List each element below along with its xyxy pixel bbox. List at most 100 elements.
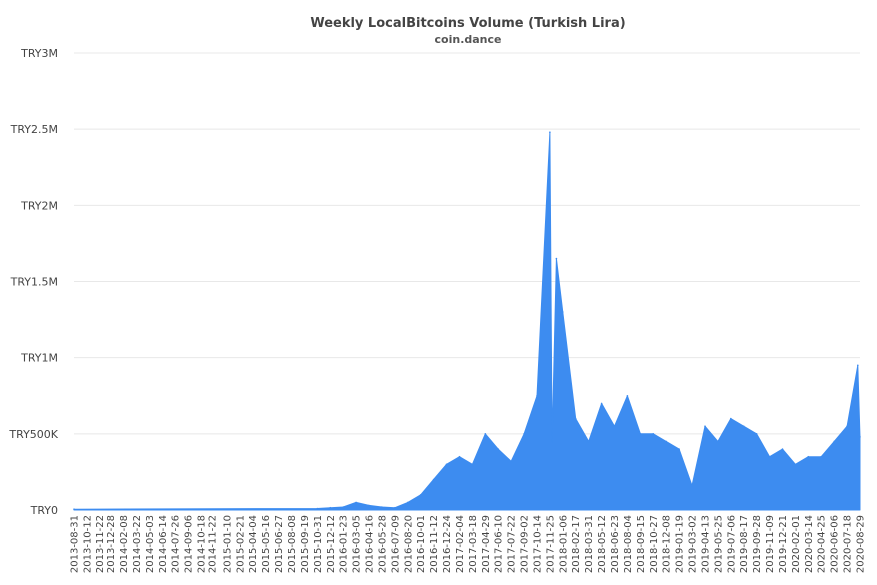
data-point xyxy=(678,448,680,450)
x-tick-label: 2018-12-08 xyxy=(662,515,673,573)
series-area-0 xyxy=(73,131,861,511)
series-layer xyxy=(73,131,861,511)
data-point xyxy=(562,311,564,313)
x-tick-label: 2020-02-01 xyxy=(791,515,802,573)
x-tick-label: 2014-06-14 xyxy=(158,515,169,573)
data-point xyxy=(755,433,758,435)
x-tick-label: 2014-09-06 xyxy=(184,515,195,573)
data-point xyxy=(329,506,332,509)
x-tick-label: 2014-07-26 xyxy=(171,515,182,573)
x-tick-label: 2017-06-10 xyxy=(494,515,505,573)
x-tick-label: 2019-03-02 xyxy=(688,515,699,573)
data-point xyxy=(484,433,487,435)
x-tick-label: 2015-05-16 xyxy=(261,515,272,573)
data-point xyxy=(857,364,859,367)
x-tick-label: 2019-01-19 xyxy=(675,515,686,573)
data-point xyxy=(639,433,642,435)
x-tick-label: 2013-10-12 xyxy=(82,515,93,573)
data-point xyxy=(768,455,771,458)
x-tick-label: 2017-03-18 xyxy=(468,515,479,573)
x-tick-label: 2018-10-27 xyxy=(649,515,660,573)
x-tick-label: 2020-03-14 xyxy=(804,515,815,573)
x-tick-label: 2015-06-27 xyxy=(274,515,285,573)
y-tick-label: TRY3M xyxy=(20,47,58,60)
x-tick-label: 2020-04-25 xyxy=(817,515,828,573)
data-point xyxy=(807,455,810,458)
x-tick-label: 2015-04-04 xyxy=(248,515,259,573)
x-tick-label: 2015-12-12 xyxy=(326,515,337,573)
x-tick-label: 2017-07-22 xyxy=(507,515,518,573)
gridlines xyxy=(74,52,860,511)
data-point xyxy=(394,506,396,509)
data-point xyxy=(73,508,75,511)
x-tick-label: 2017-11-25 xyxy=(545,515,556,573)
x-tick-label: 2016-07-09 xyxy=(390,515,401,573)
x-tick-label: 2018-03-31 xyxy=(584,515,595,573)
data-point xyxy=(846,425,848,428)
y-tick-label: TRY500K xyxy=(8,428,58,441)
data-point xyxy=(730,417,732,420)
data-point xyxy=(574,417,577,420)
x-tick-label: 2013-11-22 xyxy=(95,515,106,573)
data-point xyxy=(794,463,797,466)
x-tick-label: 2020-08-29 xyxy=(856,515,867,573)
x-tick-label: 2019-07-06 xyxy=(726,515,737,573)
x-tick-label: 2014-05-03 xyxy=(145,515,156,573)
y-tick-label: TRY0 xyxy=(30,504,58,517)
data-point xyxy=(381,506,383,508)
data-point xyxy=(407,501,409,504)
data-point xyxy=(497,448,500,450)
x-tick-label: 2016-03-05 xyxy=(352,515,363,573)
x-tick-label: 2017-09-02 xyxy=(520,515,531,573)
data-point xyxy=(717,440,719,443)
x-tick-label: 2018-02-17 xyxy=(571,515,582,573)
data-point xyxy=(355,501,357,504)
x-tick-label: 2019-04-13 xyxy=(700,515,711,573)
data-point xyxy=(458,455,461,458)
x-tick-label: 2015-02-21 xyxy=(235,515,246,573)
y-axis: TRY0 TRY500K TRY1M TRY1.5M TRY2M TRY2.5M TRY3M xyxy=(8,47,58,517)
x-tick-label: 2016-12-24 xyxy=(442,515,453,573)
data-point xyxy=(342,506,345,508)
data-point xyxy=(859,436,861,438)
x-tick-label: 2015-10-31 xyxy=(313,515,324,573)
x-tick-label: 2019-08-17 xyxy=(739,515,750,573)
x-tick-label: 2018-05-12 xyxy=(597,515,608,573)
x-tick-label: 2014-11-22 xyxy=(207,515,218,573)
x-tick-label: 2015-08-08 xyxy=(287,515,298,573)
data-point xyxy=(613,425,616,428)
x-tick-label: 2016-05-28 xyxy=(377,515,388,573)
x-tick-label: 2013-12-28 xyxy=(106,515,117,573)
data-point xyxy=(781,448,784,450)
x-tick-label: 2015-01-10 xyxy=(222,515,233,573)
data-point xyxy=(742,425,745,428)
chart-subtitle: coin.dance xyxy=(435,33,502,46)
x-tick-label: 2017-02-04 xyxy=(455,515,466,573)
data-point xyxy=(536,395,538,397)
x-tick-label: 2018-01-06 xyxy=(558,515,569,573)
x-tick-label: 2020-07-18 xyxy=(843,515,854,573)
x-tick-label: 2013-08-31 xyxy=(70,515,81,573)
data-point xyxy=(555,257,558,260)
x-tick-label: 2016-11-12 xyxy=(429,515,440,573)
x-tick-label: 2017-10-14 xyxy=(532,515,543,573)
data-point xyxy=(523,433,525,435)
x-tick-label: 2014-03-22 xyxy=(132,515,143,573)
x-tick-label: 2020-06-06 xyxy=(830,515,841,573)
data-point xyxy=(316,507,319,510)
x-tick-label: 2019-05-25 xyxy=(713,515,724,573)
data-point xyxy=(587,440,590,443)
y-tick-label: TRY1.5M xyxy=(10,276,58,289)
data-point xyxy=(419,494,422,496)
x-tick-label: 2016-04-16 xyxy=(365,515,376,573)
x-tick-label: 2018-06-23 xyxy=(610,515,621,573)
x-axis: 2013-08-31 2013-10-12 2013-11-22 2013-12-28… xyxy=(70,515,867,573)
data-point xyxy=(432,478,435,481)
y-tick-label: TRY2.5M xyxy=(10,123,58,136)
data-point xyxy=(368,504,370,507)
x-tick-label: 2018-08-04 xyxy=(623,515,634,573)
x-tick-label: 2018-09-15 xyxy=(636,515,647,573)
y-tick-label: TRY2M xyxy=(20,199,58,212)
x-tick-label: 2014-10-18 xyxy=(197,515,208,573)
